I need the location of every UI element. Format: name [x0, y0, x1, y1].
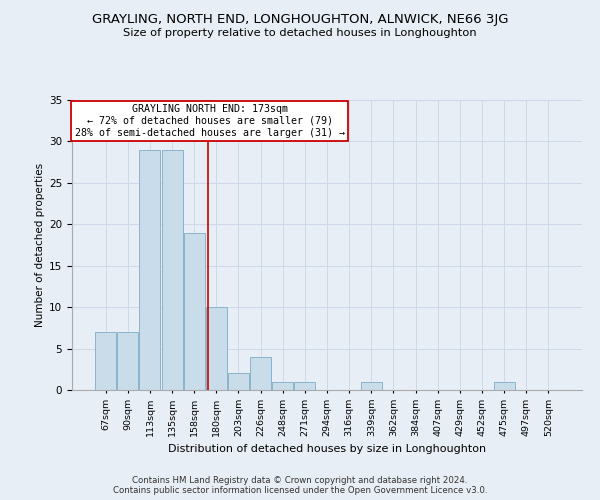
Bar [161, 150, 182, 390]
Bar [494, 382, 515, 390]
Bar [139, 150, 160, 390]
Y-axis label: Number of detached properties: Number of detached properties [35, 163, 45, 327]
Text: GRAYLING NORTH END: 173sqm
← 72% of detached houses are smaller (79)
28% of semi: GRAYLING NORTH END: 173sqm ← 72% of deta… [75, 104, 345, 138]
Bar [228, 374, 249, 390]
Text: Size of property relative to detached houses in Longhoughton: Size of property relative to detached ho… [123, 28, 477, 38]
Bar [295, 382, 316, 390]
Bar [272, 382, 293, 390]
Bar [250, 357, 271, 390]
Bar [206, 307, 227, 390]
Text: Contains HM Land Registry data © Crown copyright and database right 2024.
Contai: Contains HM Land Registry data © Crown c… [113, 476, 487, 495]
Text: GRAYLING, NORTH END, LONGHOUGHTON, ALNWICK, NE66 3JG: GRAYLING, NORTH END, LONGHOUGHTON, ALNWI… [92, 12, 508, 26]
Bar [118, 332, 139, 390]
Bar [184, 232, 205, 390]
X-axis label: Distribution of detached houses by size in Longhoughton: Distribution of detached houses by size … [168, 444, 486, 454]
Bar [361, 382, 382, 390]
Bar [95, 332, 116, 390]
